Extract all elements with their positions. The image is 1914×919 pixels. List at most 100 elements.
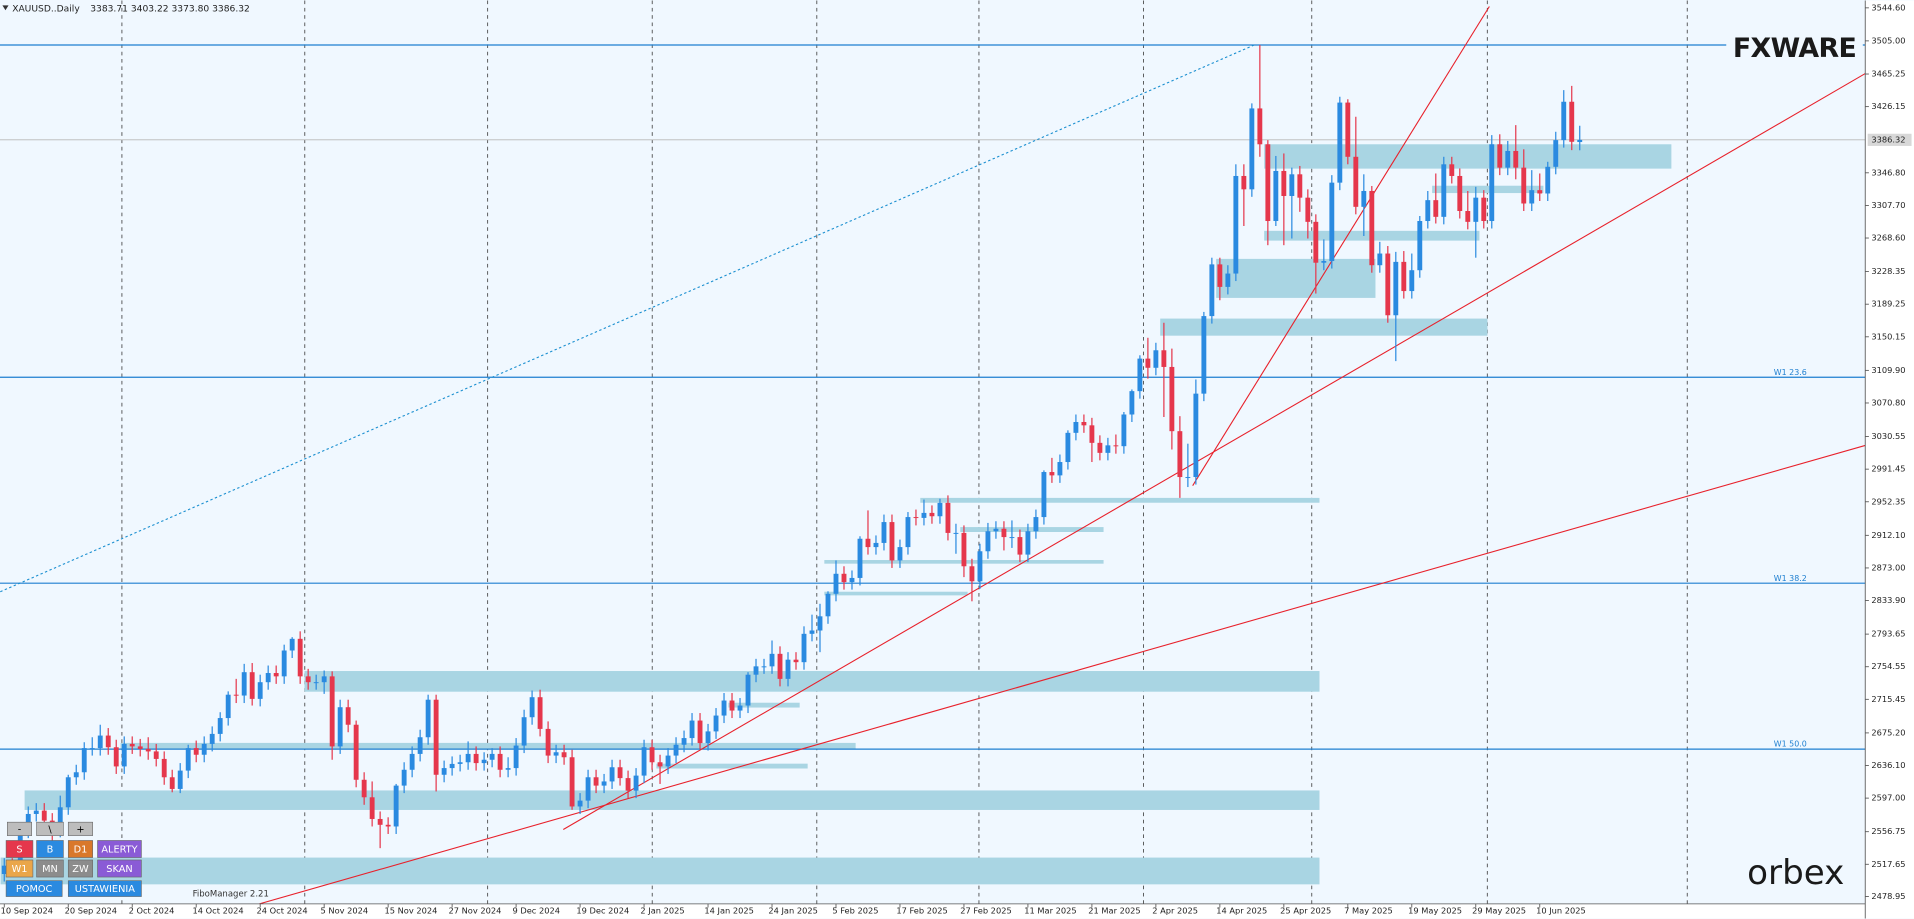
- candle-body: [169, 777, 175, 789]
- zone: [304, 671, 1320, 692]
- y-tick-label: 2873.00: [1871, 562, 1905, 572]
- toolbar-button[interactable]: USTAWIENIA: [67, 880, 142, 897]
- candle-body: [1033, 517, 1039, 532]
- candle-body: [753, 666, 759, 675]
- candle-body: [1393, 261, 1399, 316]
- candle-body: [1297, 174, 1303, 198]
- candle-body: [1281, 170, 1287, 196]
- candle-body: [745, 674, 751, 706]
- toolbar-button[interactable]: MN: [36, 859, 64, 878]
- time-axis: [0, 903, 1866, 919]
- y-tick-label: 3228.35: [1871, 266, 1905, 276]
- candle-body: [329, 676, 335, 747]
- candle-body: [929, 512, 935, 517]
- candle-body: [1177, 431, 1183, 478]
- candle-body: [569, 757, 575, 807]
- candle-body: [1193, 393, 1199, 478]
- last-price-box: [1867, 133, 1912, 146]
- button-label: \: [48, 824, 52, 835]
- candle-body: [1073, 421, 1079, 433]
- candle-body: [265, 673, 271, 683]
- candle-body: [529, 697, 535, 718]
- candle-body: [1025, 531, 1031, 555]
- candle-body: [801, 633, 807, 663]
- toolbar-button[interactable]: S: [5, 840, 34, 858]
- candle-body: [1505, 150, 1511, 168]
- candle-body: [145, 748, 151, 752]
- candle-body: [1337, 102, 1343, 183]
- candle-body: [1081, 421, 1087, 426]
- candle-body: [89, 748, 95, 750]
- x-tick-label: 29 May 2025: [1472, 906, 1526, 916]
- candle-body: [1417, 221, 1423, 271]
- candle-body: [177, 770, 183, 789]
- candle-body: [1113, 445, 1119, 447]
- x-tick-label: 25 Apr 2025: [1280, 906, 1331, 916]
- button-label: -: [18, 824, 22, 835]
- x-tick-label: 24 Jan 2025: [768, 906, 818, 916]
- candle-body: [865, 538, 871, 548]
- toolbar-button[interactable]: B: [36, 840, 64, 858]
- toolbar-button[interactable]: ZW: [67, 859, 93, 878]
- logo-background: [1726, 33, 1863, 63]
- toolbar-button[interactable]: W1: [5, 859, 34, 878]
- candle-body: [969, 566, 975, 582]
- candle-body: [481, 759, 487, 764]
- candle-body: [1265, 144, 1271, 222]
- candle-body: [913, 517, 919, 519]
- candle-body: [201, 743, 207, 755]
- x-tick-label: 15 Nov 2024: [384, 906, 437, 916]
- button-label: D1: [74, 845, 88, 856]
- candle-body: [585, 777, 591, 801]
- candle-body: [433, 699, 439, 775]
- y-axis: 3544.60 3505.00 3465.25 3426.15 3346.80 3307.…: [1865, 2, 1912, 901]
- y-tick-label: 2833.90: [1871, 595, 1905, 605]
- candle-body: [1441, 164, 1447, 217]
- candle-body: [905, 517, 911, 548]
- toolbar-button[interactable]: -: [7, 821, 33, 836]
- candle-body: [1153, 350, 1159, 368]
- x-axis: 10 Sep 2024 20 Sep 2024 2 Oct 2024 14 Oct 2…: [1, 903, 1586, 916]
- candle-body: [705, 731, 711, 744]
- candle-body: [1097, 442, 1103, 453]
- candle-body: [273, 673, 279, 677]
- toolbar-button[interactable]: +: [67, 821, 93, 836]
- candle-body: [889, 522, 895, 561]
- y-tick-label: 3346.80: [1871, 167, 1905, 177]
- y-tick-label: 2556.75: [1871, 826, 1905, 836]
- candle-body: [713, 715, 719, 732]
- candle-body: [33, 810, 39, 814]
- zone: [656, 763, 808, 769]
- candle-body: [161, 758, 167, 778]
- x-tick-label: 27 Nov 2024: [448, 906, 501, 916]
- toolbar-button[interactable]: POMOC: [5, 880, 63, 897]
- candle-body: [457, 762, 463, 764]
- candle-body: [241, 672, 247, 696]
- candle-body: [417, 737, 423, 754]
- candle-body: [369, 797, 375, 819]
- zone: [960, 527, 1104, 532]
- candle-body: [425, 699, 431, 738]
- candle-body: [305, 676, 311, 683]
- candle-body: [1569, 101, 1575, 142]
- toolbar-button[interactable]: D1: [67, 840, 93, 858]
- candle-body: [281, 650, 287, 677]
- button-face: [36, 840, 64, 858]
- zone: [824, 591, 968, 596]
- x-tick-label: 20 Sep 2024: [65, 906, 117, 916]
- candle-body: [249, 672, 255, 699]
- candle-body: [1401, 261, 1407, 292]
- zone: [1264, 144, 1672, 169]
- toolbar-button[interactable]: SKAN: [97, 859, 142, 878]
- candle-body: [761, 666, 767, 668]
- candle-body: [617, 767, 623, 779]
- candle-body: [1289, 174, 1295, 196]
- candle-body: [553, 752, 559, 756]
- button-label: MN: [42, 864, 58, 875]
- candle-body: [153, 751, 159, 759]
- toolbar-button[interactable]: ALERTY: [97, 840, 142, 858]
- toolbar-button[interactable]: \: [36, 821, 64, 836]
- x-tick-label: 19 May 2025: [1408, 906, 1462, 916]
- candle-body: [1321, 261, 1327, 263]
